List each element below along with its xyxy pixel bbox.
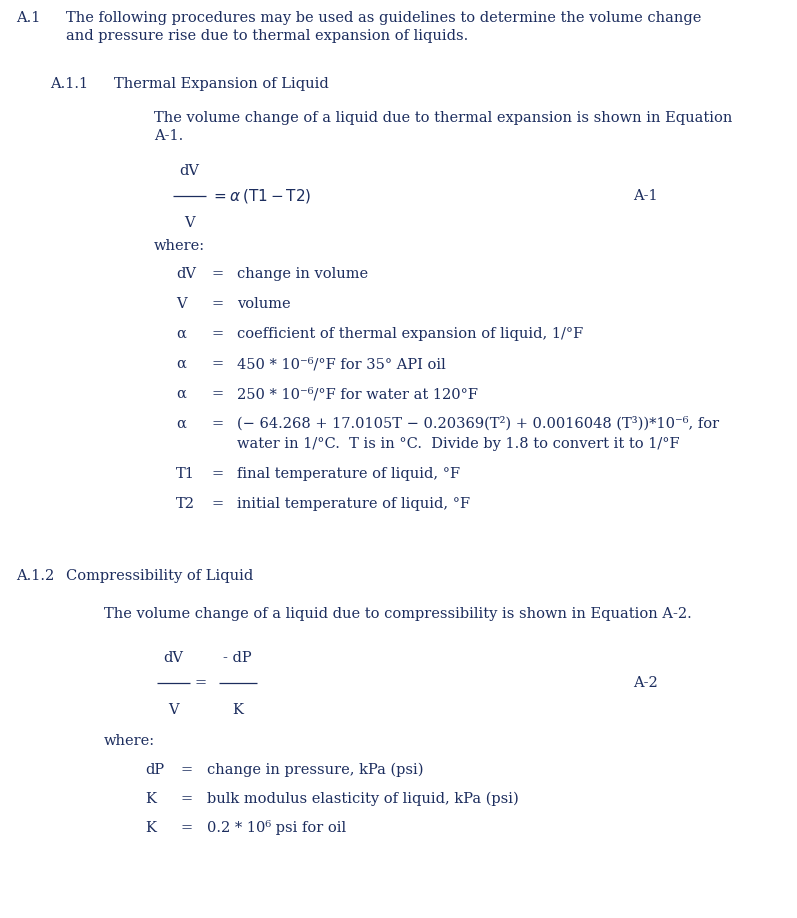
Text: A.1.1: A.1.1 xyxy=(50,77,88,91)
Text: $=\alpha\,(\mathrm{T1 - T2})$: $=\alpha\,(\mathrm{T1 - T2})$ xyxy=(211,187,312,205)
Text: =: = xyxy=(211,497,223,511)
Text: V: V xyxy=(176,297,186,311)
Text: =: = xyxy=(211,297,223,311)
Text: =: = xyxy=(211,267,223,281)
Text: K: K xyxy=(145,821,156,835)
Text: V: V xyxy=(183,216,194,230)
Text: V: V xyxy=(168,703,179,717)
Text: A-1: A-1 xyxy=(633,189,658,203)
Text: =: = xyxy=(211,327,223,341)
Text: A-2: A-2 xyxy=(633,676,658,690)
Text: 450 * 10⁻⁶/°F for 35° API oil: 450 * 10⁻⁶/°F for 35° API oil xyxy=(238,357,446,371)
Text: =: = xyxy=(211,357,223,371)
Text: where:: where: xyxy=(154,239,205,253)
Text: The volume change of a liquid due to thermal expansion is shown in Equation: The volume change of a liquid due to the… xyxy=(154,111,732,125)
Text: dP: dP xyxy=(145,763,164,777)
Text: volume: volume xyxy=(238,297,291,311)
Text: 0.2 * 10⁶ psi for oil: 0.2 * 10⁶ psi for oil xyxy=(206,820,346,835)
Text: =: = xyxy=(180,763,192,777)
Text: α: α xyxy=(176,357,186,371)
Text: T1: T1 xyxy=(176,467,194,481)
Text: =: = xyxy=(180,792,192,806)
Text: The following procedures may be used as guidelines to determine the volume chang: The following procedures may be used as … xyxy=(66,11,701,25)
Text: α: α xyxy=(176,327,186,341)
Text: A.1: A.1 xyxy=(16,11,40,25)
Text: dV: dV xyxy=(179,164,199,178)
Text: T2: T2 xyxy=(176,497,194,511)
Text: A-1.: A-1. xyxy=(154,129,183,143)
Text: =: = xyxy=(211,387,223,401)
Text: =: = xyxy=(180,821,192,835)
Text: α: α xyxy=(176,417,186,431)
Text: and pressure rise due to thermal expansion of liquids.: and pressure rise due to thermal expansi… xyxy=(66,29,468,43)
Text: K: K xyxy=(232,703,243,717)
Text: - dP: - dP xyxy=(223,651,252,665)
Text: =: = xyxy=(211,417,223,431)
Text: change in volume: change in volume xyxy=(238,267,368,281)
Text: coefficient of thermal expansion of liquid, 1/°F: coefficient of thermal expansion of liqu… xyxy=(238,327,583,341)
Text: (− 64.268 + 17.0105T − 0.20369(T²) + 0.0016048 (T³))*10⁻⁶, for: (− 64.268 + 17.0105T − 0.20369(T²) + 0.0… xyxy=(238,417,720,431)
Text: initial temperature of liquid, °F: initial temperature of liquid, °F xyxy=(238,497,470,511)
Text: final temperature of liquid, °F: final temperature of liquid, °F xyxy=(238,467,461,481)
Text: =: = xyxy=(211,467,223,481)
Text: change in pressure, kPa (psi): change in pressure, kPa (psi) xyxy=(206,763,423,777)
Text: K: K xyxy=(145,792,156,806)
Text: Thermal Expansion of Liquid: Thermal Expansion of Liquid xyxy=(114,77,329,91)
Text: bulk modulus elasticity of liquid, kPa (psi): bulk modulus elasticity of liquid, kPa (… xyxy=(206,791,518,806)
Text: α: α xyxy=(176,387,186,401)
Text: water in 1/°C.  T is in °C.  Divide by 1.8 to convert it to 1/°F: water in 1/°C. T is in °C. Divide by 1.8… xyxy=(238,437,680,451)
Text: A.1.2: A.1.2 xyxy=(16,569,54,583)
Text: The volume change of a liquid due to compressibility is shown in Equation A-2.: The volume change of a liquid due to com… xyxy=(104,607,692,621)
Text: dV: dV xyxy=(176,267,196,281)
Text: =: = xyxy=(194,676,206,690)
Text: Compressibility of Liquid: Compressibility of Liquid xyxy=(66,569,253,583)
Text: dV: dV xyxy=(163,651,183,665)
Text: 250 * 10⁻⁶/°F for water at 120°F: 250 * 10⁻⁶/°F for water at 120°F xyxy=(238,387,478,401)
Text: where:: where: xyxy=(104,734,155,748)
